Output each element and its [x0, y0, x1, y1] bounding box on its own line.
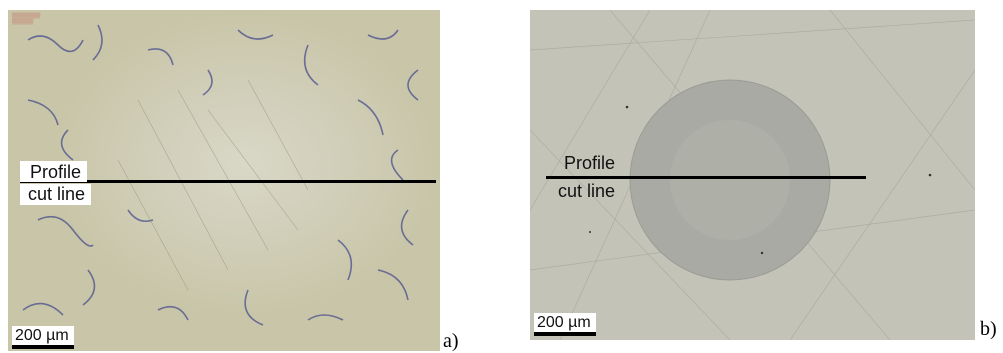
micrograph-a: ▒▒▒▒▒▒▒▒ ▒▒▒▒▒▒ Profile cut line 200 µm	[8, 10, 440, 351]
micrograph-b: Profile cut line 200 µm	[530, 10, 975, 340]
scale-bar: 200 µm	[534, 313, 596, 336]
profile-label: Profile	[20, 161, 88, 182]
scale-bar-label: 200 µm	[534, 313, 596, 332]
scale-bar-label: 200 µm	[12, 326, 74, 345]
panel-letter-a: a)	[443, 330, 459, 352]
cut-line-label: cut line	[20, 184, 92, 205]
profile-cut-line	[20, 180, 436, 183]
profile-label: Profile	[564, 153, 616, 173]
scale-bar: 200 µm	[12, 326, 74, 349]
instrument-stamp: ▒▒▒▒▒▒▒▒ ▒▒▒▒▒▒	[12, 13, 41, 25]
micrograph-b-texture	[530, 10, 975, 340]
cut-line-label: cut line	[558, 181, 616, 201]
profile-cut-line	[546, 176, 866, 179]
scale-bar-line	[534, 332, 596, 336]
scale-bar-line	[12, 345, 74, 349]
panel-letter-b: b)	[980, 318, 997, 340]
